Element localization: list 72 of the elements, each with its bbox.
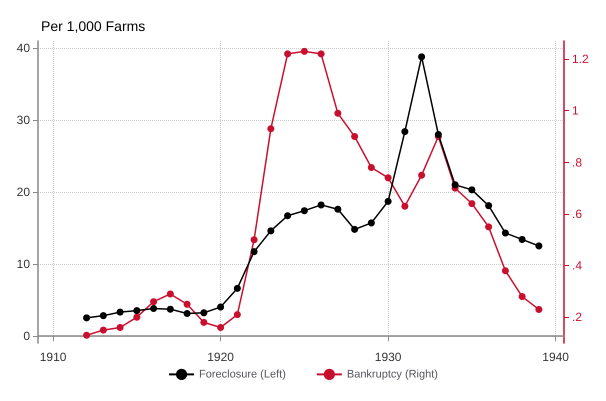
point	[401, 128, 408, 136]
point	[318, 50, 325, 58]
point	[518, 236, 526, 243]
point	[368, 164, 375, 171]
point	[502, 267, 509, 274]
y-tick-label: 0	[23, 328, 30, 343]
point	[234, 311, 241, 318]
point	[200, 309, 208, 316]
point	[334, 206, 342, 213]
point	[83, 332, 90, 339]
y-tick-label: 20	[16, 185, 30, 199]
point	[300, 207, 308, 214]
y2-tick-label: .4	[572, 258, 582, 273]
point	[334, 110, 342, 117]
point	[133, 307, 140, 314]
y-tick-label: 30	[16, 113, 30, 128]
point	[116, 324, 124, 332]
point	[133, 314, 140, 321]
point	[166, 306, 174, 313]
point	[468, 200, 476, 208]
point	[452, 181, 459, 188]
x-tick-label: 1920	[207, 350, 234, 364]
point	[351, 226, 358, 233]
point	[518, 293, 526, 300]
point	[535, 306, 542, 313]
y-tick-label: 40	[16, 41, 30, 56]
y2-tick-label: .8	[572, 155, 582, 170]
point	[418, 172, 426, 179]
y-tick-label: 10	[16, 256, 30, 271]
point	[100, 326, 107, 334]
point	[250, 236, 258, 244]
point	[284, 50, 292, 58]
point	[150, 298, 158, 306]
point	[485, 202, 492, 210]
point	[351, 133, 358, 140]
point	[200, 318, 208, 326]
legend-label: Foreclosure (Left)	[199, 368, 286, 380]
point	[502, 229, 509, 236]
point	[166, 290, 174, 298]
point	[184, 300, 191, 308]
point	[284, 212, 292, 220]
legend-label: Bankruptcy (Right)	[346, 368, 438, 380]
point	[234, 284, 241, 292]
point	[401, 202, 408, 210]
point	[250, 248, 258, 256]
point	[434, 130, 442, 138]
point	[384, 198, 392, 205]
y2-tick-label: 1	[572, 104, 579, 118]
y2-tick-label: 1.2	[572, 52, 590, 66]
point	[384, 174, 392, 182]
y2-tick-label: .2	[572, 310, 582, 324]
point	[267, 227, 274, 234]
point	[267, 125, 274, 132]
x-tick-label: 1930	[374, 350, 402, 364]
point	[318, 201, 325, 208]
point	[300, 48, 308, 55]
point	[150, 304, 158, 312]
point	[468, 186, 476, 194]
point	[116, 308, 124, 316]
chart-title: Per 1,000 Farms	[41, 18, 146, 34]
point	[535, 242, 542, 250]
point	[217, 304, 224, 311]
point	[418, 53, 426, 60]
point	[184, 310, 191, 318]
x-tick-label: 1910	[40, 350, 67, 364]
x-tick-label: 1940	[542, 350, 570, 364]
y2-tick-label: .6	[572, 206, 582, 221]
point	[100, 312, 107, 320]
point	[83, 314, 90, 322]
point	[368, 219, 375, 226]
point	[217, 324, 224, 332]
point	[485, 223, 492, 230]
